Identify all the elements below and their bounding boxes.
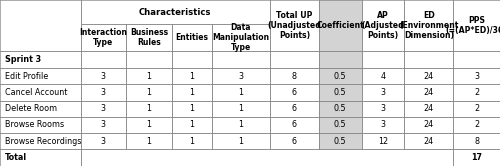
Bar (319, 68, 362, 84)
Text: Edit Profile: Edit Profile (5, 72, 48, 81)
Text: 3: 3 (238, 72, 244, 81)
Text: 8: 8 (474, 137, 479, 146)
Text: 1: 1 (146, 137, 152, 146)
Text: 1: 1 (189, 72, 194, 81)
Text: 3: 3 (380, 104, 386, 113)
Text: 0.5: 0.5 (334, 121, 346, 129)
Text: AP
(Adjusted
Points): AP (Adjusted Points) (362, 11, 405, 40)
Text: 17: 17 (471, 153, 482, 162)
Text: Business
Rules: Business Rules (130, 28, 168, 47)
Bar (319, 117, 362, 133)
Text: 24: 24 (424, 72, 434, 81)
Text: 12: 12 (378, 137, 388, 146)
Text: 2: 2 (474, 88, 479, 97)
Text: 6: 6 (292, 121, 297, 129)
Text: Entities: Entities (175, 33, 208, 42)
Text: Total UP
(Unadjusted
Points): Total UP (Unadjusted Points) (268, 11, 322, 40)
Text: Data
Manipulation
Type: Data Manipulation Type (212, 23, 270, 52)
Text: 1: 1 (238, 88, 244, 97)
Text: 3: 3 (380, 121, 386, 129)
Text: 6: 6 (292, 137, 297, 146)
Text: 24: 24 (424, 137, 434, 146)
Text: 3: 3 (474, 72, 479, 81)
Text: 1: 1 (238, 121, 244, 129)
Text: 1: 1 (146, 121, 152, 129)
Text: 2: 2 (474, 121, 479, 129)
Text: 0.5: 0.5 (334, 72, 346, 81)
Text: 3: 3 (101, 104, 106, 113)
Text: Coefficient: Coefficient (316, 21, 364, 30)
Text: 24: 24 (424, 104, 434, 113)
Text: Browse Rooms: Browse Rooms (5, 121, 64, 129)
Text: 1: 1 (189, 121, 194, 129)
Text: PPS
(=(AP*ED)/36): PPS (=(AP*ED)/36) (446, 16, 500, 35)
Text: ED
(Environment
Dimension): ED (Environment Dimension) (399, 11, 458, 40)
Text: 0.5: 0.5 (334, 137, 346, 146)
Text: 1: 1 (238, 137, 244, 146)
Text: 1: 1 (189, 104, 194, 113)
Text: 1: 1 (146, 72, 152, 81)
Text: Browse Recordings: Browse Recordings (5, 137, 82, 146)
Text: 1: 1 (146, 88, 152, 97)
Bar (319, 101, 362, 117)
Text: Cancel Account: Cancel Account (5, 88, 68, 97)
Text: 3: 3 (101, 72, 106, 81)
Text: 0.5: 0.5 (334, 88, 346, 97)
Bar (319, 0, 362, 51)
Text: 24: 24 (424, 121, 434, 129)
Bar (319, 133, 362, 149)
Text: 1: 1 (146, 104, 152, 113)
Bar (319, 84, 362, 101)
Bar (319, 51, 362, 68)
Text: 4: 4 (380, 72, 386, 81)
Text: 1: 1 (189, 88, 194, 97)
Text: Interaction
Type: Interaction Type (80, 28, 128, 47)
Text: 1: 1 (238, 104, 244, 113)
Text: 24: 24 (424, 88, 434, 97)
Text: 1: 1 (189, 137, 194, 146)
Text: Total: Total (5, 153, 27, 162)
Text: 3: 3 (380, 88, 386, 97)
Text: 3: 3 (101, 88, 106, 97)
Text: 8: 8 (292, 72, 297, 81)
Text: 6: 6 (292, 104, 297, 113)
Text: 3: 3 (101, 137, 106, 146)
Text: Characteristics: Characteristics (139, 7, 212, 17)
Text: 0.5: 0.5 (334, 104, 346, 113)
Text: Sprint 3: Sprint 3 (5, 55, 41, 64)
Text: 6: 6 (292, 88, 297, 97)
Text: 2: 2 (474, 104, 479, 113)
Text: 3: 3 (101, 121, 106, 129)
Text: Delete Room: Delete Room (5, 104, 57, 113)
